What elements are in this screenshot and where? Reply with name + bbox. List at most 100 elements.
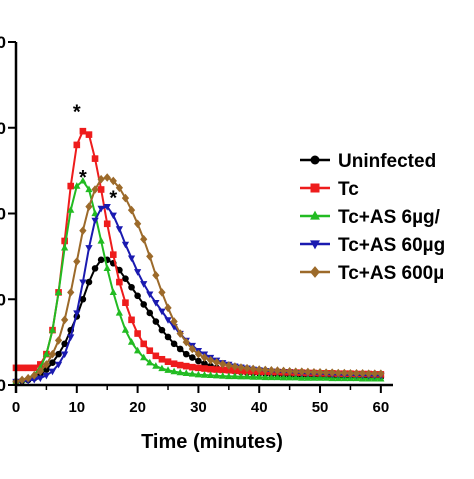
data-point [122,299,129,306]
data-point [365,369,373,378]
data-point [146,252,154,261]
data-point [213,358,221,367]
data-point [279,373,288,381]
legend-label: Uninfected [338,151,436,172]
legend-item: Tc+AS 6µg/ [300,207,441,228]
data-point [79,295,87,303]
data-point [188,370,196,377]
annotations: * * * [73,102,117,210]
data-point [206,371,215,379]
data-point [334,368,342,378]
data-point [352,369,361,378]
data-point [127,338,136,345]
data-point [85,131,93,138]
data-point [182,362,190,370]
data-point [170,317,178,326]
data-point [115,226,124,233]
x-tick-label: 10 [68,399,85,416]
x-tick-label: 0 [12,399,20,416]
data-point [267,373,276,381]
data-point [152,270,160,280]
data-point [182,369,190,376]
data-point [140,353,148,361]
data-point [377,369,385,378]
data-point [255,373,263,380]
data-point [231,362,239,371]
data-point [176,345,184,353]
data-point [316,368,324,377]
data-point [128,283,135,291]
data-point [170,367,178,375]
data-point [91,217,99,225]
data-point [54,336,63,345]
legend-item: Tc+AS 60µg [300,235,445,256]
data-point [43,366,50,373]
data-point [97,174,105,184]
data-point [121,326,130,333]
data-point [219,366,227,374]
data-point [158,288,166,297]
data-point [133,219,142,229]
legend-marker [310,210,320,220]
data-point [79,279,87,287]
x-tick-label: 30 [190,399,207,416]
data-point [79,176,87,184]
data-point [73,310,81,317]
data-point [176,368,184,376]
data-point [219,359,227,369]
data-point [24,373,32,383]
series-5 [12,173,385,386]
data-point [109,288,117,296]
data-point [97,256,105,264]
data-point [249,364,257,374]
data-point [134,292,141,300]
data-point [213,366,220,373]
data-point [140,281,148,288]
data-point [164,303,172,313]
significance-marker: * [109,187,117,209]
data-point [273,366,282,375]
data-point [30,364,38,372]
data-point [285,373,294,381]
x-tick-label: 20 [129,399,146,416]
data-point [200,353,209,362]
y-tick-label: 0 [0,119,6,138]
data-point [189,354,196,361]
data-point [85,185,93,193]
data-point [164,317,172,324]
data-point [152,362,160,369]
data-point [219,372,227,379]
data-point [97,236,105,244]
data-point [310,368,318,377]
data-point [304,367,312,377]
data-point [225,372,233,380]
data-point [298,374,306,381]
legend-label: Tc [338,179,359,200]
data-point [279,366,288,376]
data-point [115,309,124,316]
data-point [176,361,184,369]
data-point [255,365,263,374]
data-point [158,326,166,334]
data-point [243,372,251,380]
data-point [24,364,32,372]
data-point [30,371,38,380]
series-group [12,127,385,386]
y-tick-label: 0 [0,376,6,395]
data-point [243,363,251,373]
legend-item: Tc+AS 600µ [300,263,444,284]
data-point [182,350,190,358]
legend: Uninfected Tc Tc+AS 6µg/Tc+AS 60µg Tc+AS 60… [300,151,445,284]
legend-marker [310,183,320,193]
data-point [152,352,160,360]
data-point [103,204,111,211]
data-point [55,350,62,358]
data-point [128,316,135,324]
data-point [182,337,190,347]
data-point [273,373,282,381]
data-point [48,326,57,333]
data-point [134,330,141,337]
data-point [73,141,81,149]
